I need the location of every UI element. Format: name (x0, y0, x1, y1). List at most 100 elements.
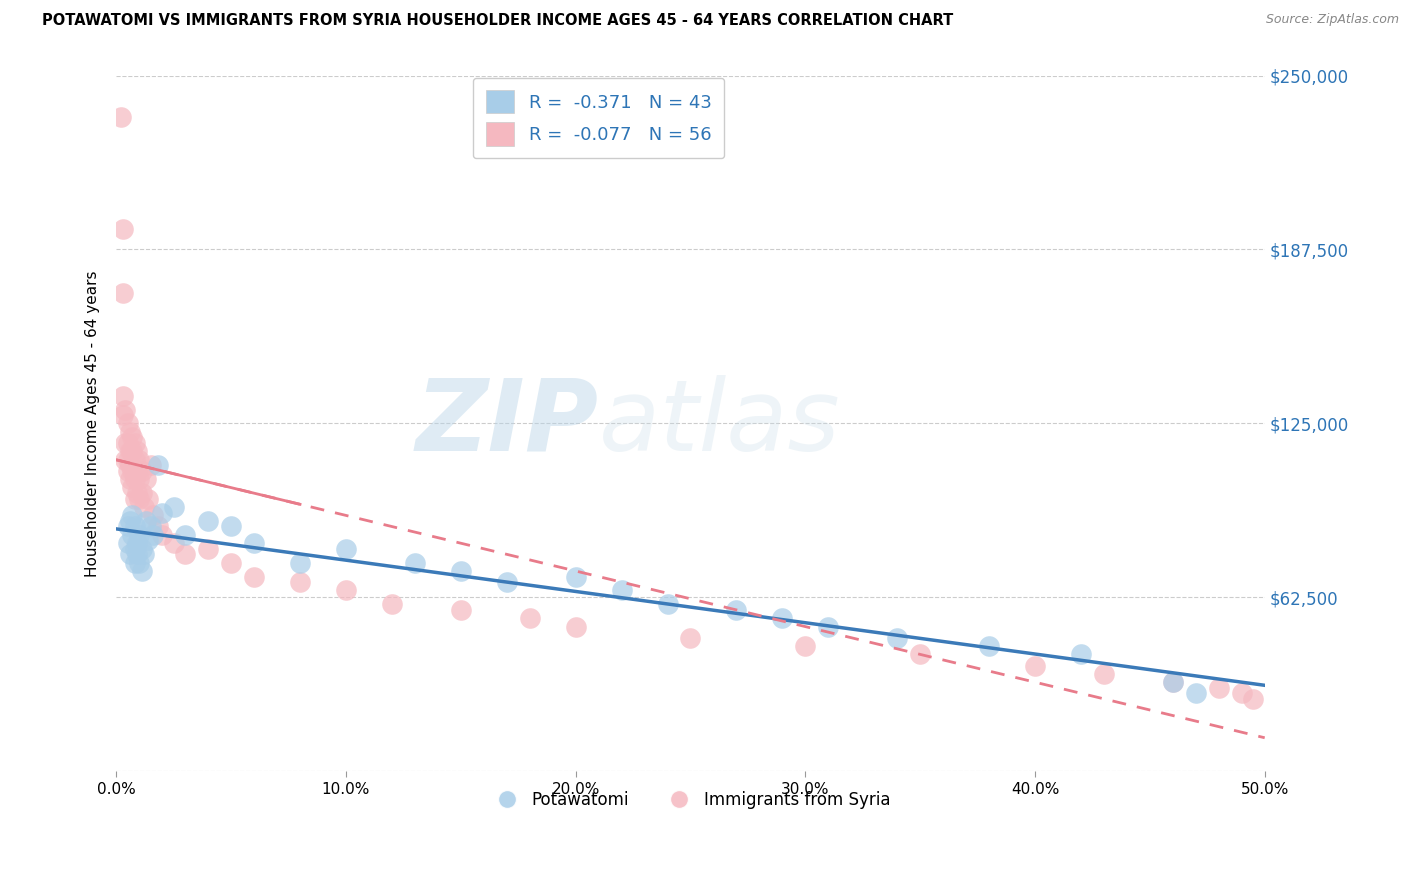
Point (657, 598, 679, 612)
Text: Source: ZipAtlas.com: Source: ZipAtlas.com (1265, 13, 1399, 27)
Point (135, 514, 157, 528)
Point (163, 536, 186, 550)
Point (908, 648, 931, 662)
Point (794, 639, 817, 653)
Point (132, 547, 155, 561)
Point (288, 556, 311, 570)
Point (114, 452, 136, 467)
Point (138, 533, 160, 548)
Point (335, 583, 357, 598)
Point (150, 506, 173, 520)
Y-axis label: Householder Income Ages 45 - 64 years: Householder Income Ages 45 - 64 years (86, 270, 100, 577)
Point (118, 425, 141, 439)
Point (117, 536, 139, 550)
Point (139, 519, 162, 533)
Point (288, 575, 311, 590)
Point (128, 528, 150, 542)
Point (125, 536, 148, 550)
Point (610, 583, 633, 598)
Point (1230, 686, 1253, 700)
Point (117, 452, 139, 467)
Point (977, 639, 1000, 653)
Point (128, 556, 150, 570)
Point (114, 436, 136, 450)
Point (124, 491, 146, 506)
Legend: Potawatomi, Immigrants from Syria: Potawatomi, Immigrants from Syria (484, 784, 897, 815)
Point (118, 472, 141, 486)
Point (128, 472, 150, 486)
Point (1070, 648, 1092, 662)
Point (335, 541, 357, 556)
Point (121, 444, 143, 458)
Point (725, 603, 748, 617)
Point (132, 500, 155, 514)
Point (117, 519, 139, 533)
Point (817, 620, 839, 634)
Point (135, 472, 157, 486)
Point (125, 464, 148, 478)
Point (1092, 667, 1115, 681)
Text: ZIP: ZIP (416, 375, 599, 472)
Point (219, 556, 242, 570)
Point (139, 458, 162, 473)
Point (131, 486, 153, 500)
Point (117, 436, 139, 450)
Point (114, 402, 136, 417)
Point (125, 444, 148, 458)
Point (174, 528, 197, 542)
Point (118, 547, 141, 561)
Point (124, 541, 146, 556)
Point (495, 575, 517, 590)
Point (117, 464, 139, 478)
Point (121, 464, 143, 478)
Point (112, 389, 135, 403)
Point (112, 285, 135, 300)
Point (128, 452, 150, 467)
Point (142, 508, 165, 523)
Point (112, 408, 135, 422)
Point (138, 491, 160, 506)
Point (243, 536, 266, 550)
Point (125, 486, 148, 500)
Point (1024, 658, 1046, 673)
Point (146, 519, 169, 533)
Point (163, 500, 186, 514)
Point (219, 519, 242, 533)
Point (381, 598, 404, 612)
Point (564, 569, 586, 583)
Point (124, 436, 146, 450)
Point (174, 547, 197, 561)
Point (118, 444, 141, 458)
Point (150, 528, 173, 542)
Point (146, 458, 169, 473)
Point (121, 430, 143, 444)
Point (886, 631, 908, 645)
Point (131, 564, 153, 578)
Point (118, 458, 141, 473)
Point (117, 417, 139, 431)
Point (770, 611, 793, 625)
Point (131, 464, 153, 478)
Point (243, 569, 266, 583)
Point (124, 556, 146, 570)
Point (131, 541, 153, 556)
Point (197, 541, 219, 556)
Point (121, 528, 143, 542)
Point (519, 611, 541, 625)
Point (121, 508, 143, 523)
Point (124, 472, 146, 486)
Point (450, 603, 472, 617)
Point (124, 519, 146, 533)
Point (1184, 686, 1206, 700)
Point (125, 547, 148, 561)
Point (404, 556, 426, 570)
Point (110, 110, 132, 124)
Point (1161, 675, 1184, 690)
Point (118, 514, 141, 528)
Point (197, 514, 219, 528)
Point (142, 528, 165, 542)
Point (679, 631, 702, 645)
Point (124, 452, 146, 467)
Point (121, 480, 143, 494)
Point (1161, 675, 1184, 690)
